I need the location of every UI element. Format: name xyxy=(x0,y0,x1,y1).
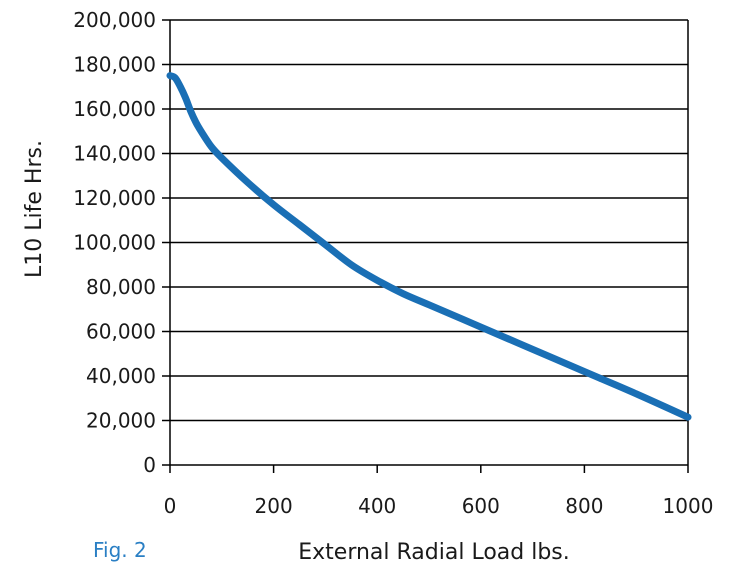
y-tick-label: 100,000 xyxy=(73,231,156,255)
x-tick-label: 0 xyxy=(164,494,177,518)
y-tick-label: 40,000 xyxy=(86,364,156,388)
y-tick-labels: 0 20,000 40,000 60,000 80,000 100,000 120,000 1… xyxy=(73,8,156,477)
x-tick-label: 600 xyxy=(462,494,500,518)
figure-label: Fig. 2 xyxy=(93,538,147,562)
x-tick-labels: 0 200 400 600 800 1000 xyxy=(164,494,714,518)
y-axis-label: L10 Life Hrs. xyxy=(22,140,47,278)
x-tick-label: 200 xyxy=(255,494,293,518)
y-tick-label: 140,000 xyxy=(73,142,156,166)
x-tick-label: 1000 xyxy=(663,494,714,518)
gridlines xyxy=(170,19,688,422)
l10-life-series-line xyxy=(166,72,692,421)
y-tick-label: 160,000 xyxy=(73,97,156,121)
series-layer xyxy=(166,72,692,421)
axes xyxy=(162,19,689,473)
y-tick-label: 60,000 xyxy=(86,320,156,344)
y-tick-label: 120,000 xyxy=(73,186,156,210)
y-tick-label: 200,000 xyxy=(73,8,156,32)
y-tick-label: 20,000 xyxy=(86,409,156,433)
y-tick-label: 0 xyxy=(143,453,156,477)
x-tick-label: 800 xyxy=(565,494,603,518)
x-axis-label: External Radial Load lbs. xyxy=(298,540,570,565)
y-tick-label: 80,000 xyxy=(86,275,156,299)
x-tick-label: 400 xyxy=(358,494,396,518)
y-tick-label: 180,000 xyxy=(73,53,156,77)
